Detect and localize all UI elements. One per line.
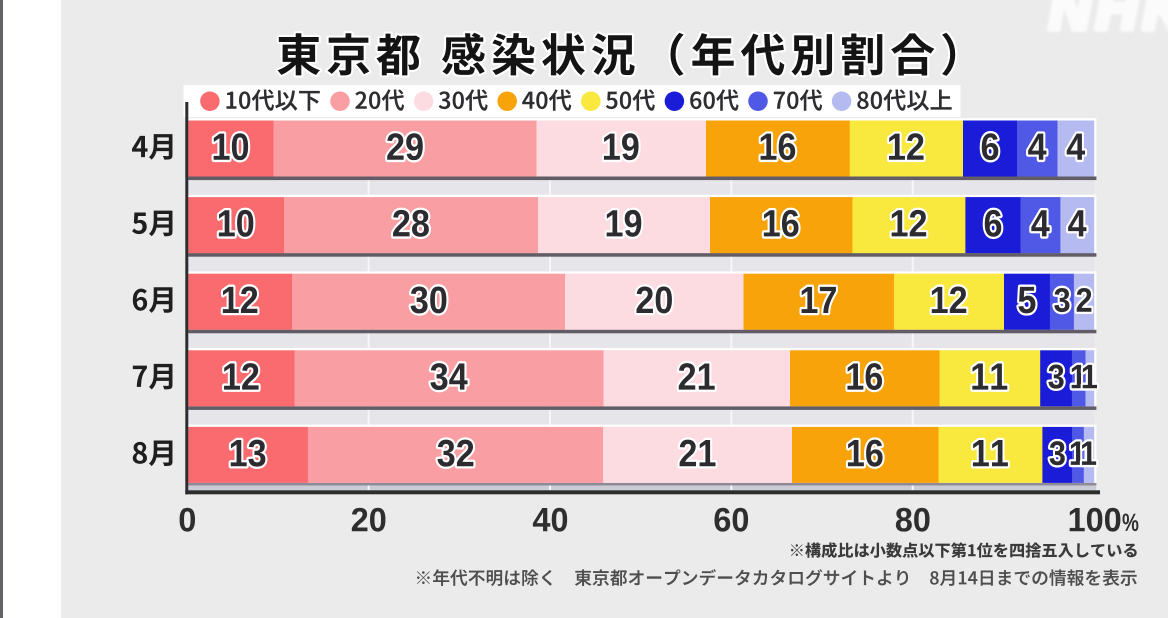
svg-text:NHK: NHK [1049, 0, 1168, 42]
